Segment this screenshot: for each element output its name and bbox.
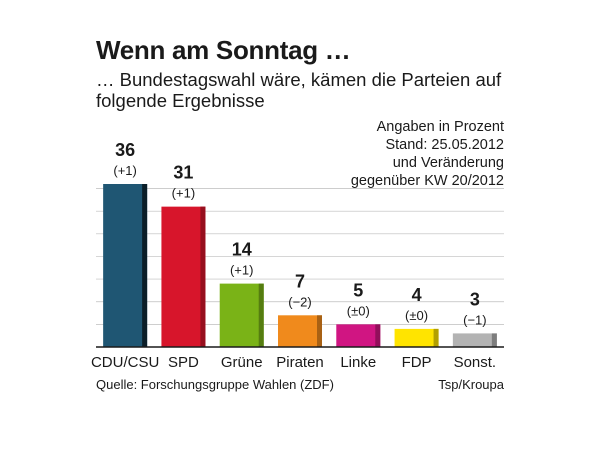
value-label-3: 7 [295,271,305,291]
category-label-0: CDU/CSU [91,354,159,371]
bar-shadow-4 [375,324,381,347]
value-label-2: 14 [232,240,252,260]
bar-shadow-6 [491,333,497,347]
bar-shadow-0 [142,184,148,347]
value-label-6: 3 [470,289,480,309]
category-label-2: Grüne [221,354,263,371]
change-label-1: (+1) [172,186,195,201]
bar-shadow-1 [200,206,206,347]
change-label-6: (−1) [463,312,486,327]
chart-title: Wenn am Sonntag … [96,35,351,65]
bar-shadow-3 [317,315,322,347]
change-label-5: (±0) [405,308,428,323]
change-label-4: (±0) [347,303,370,318]
chart-notes: Angaben in Prozent Stand: 25.05.2012 und… [351,118,504,190]
change-label-0: (+1) [113,163,136,178]
source-note: Quelle: Forschungsgruppe Wahlen (ZDF) [96,377,334,392]
chart-subtitle: … Bundestagswahl wäre, kämen die Parteie… [96,69,502,111]
bar-4 [336,324,381,347]
category-label-3: Piraten [276,354,324,371]
value-label-5: 4 [412,285,422,305]
category-label-4: Linke [340,354,376,371]
category-label-6: Sonst. [454,354,497,371]
bar-1 [161,206,206,347]
bar-shadow-5 [433,328,439,347]
note-reference: gegenüber KW 20/2012 [350,173,504,189]
bar-3 [278,315,322,347]
bar-2 [219,283,264,347]
note-unit: Angaben in Prozent [376,119,504,135]
category-label-5: FDP [402,354,432,371]
change-label-3: (−2) [288,294,311,309]
credit-note: Tsp/Kroupa [438,377,504,392]
value-label-4: 5 [353,280,363,300]
category-label-1: SPD [168,354,199,371]
bar-shadow-2 [258,283,264,347]
bar-5 [394,328,439,347]
value-label-0: 36 [115,140,135,160]
bar-6 [452,333,497,347]
bar-0 [103,184,148,347]
note-date: Stand: 25.05.2012 [385,137,504,153]
note-change: und Veränderung [392,155,504,171]
value-label-1: 31 [173,163,193,183]
change-label-2: (+1) [230,263,253,278]
